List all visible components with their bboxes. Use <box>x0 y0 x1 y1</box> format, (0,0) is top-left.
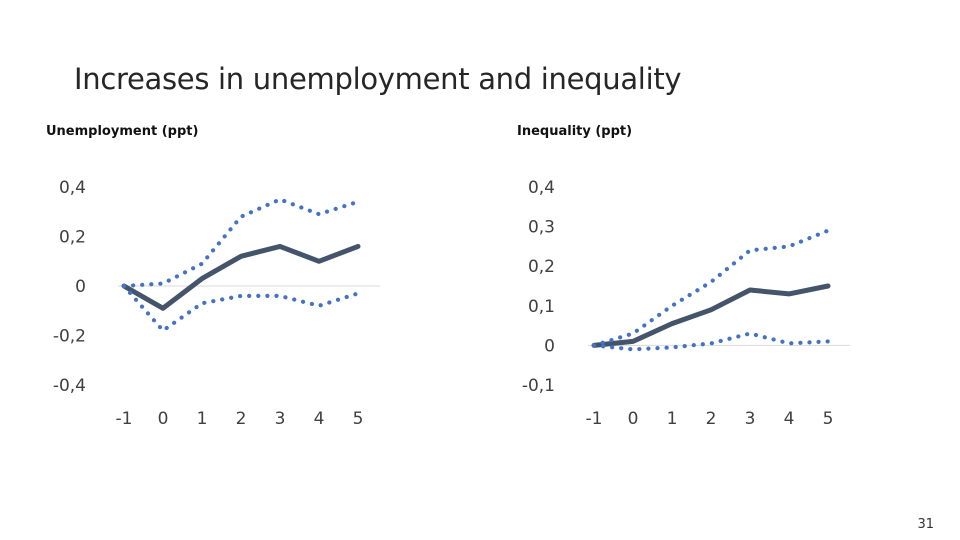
unemployment-x-tick-label: -1 <box>116 409 133 429</box>
inequality-x-tick-label: -1 <box>586 409 603 429</box>
inequality-x-tick-label: 0 <box>628 409 639 429</box>
unemployment-x-tick-label: 5 <box>353 409 364 429</box>
page-number: 31 <box>917 517 934 532</box>
unemployment-y-tick-label: 0,4 <box>59 178 86 198</box>
unemployment-x-tick-label: 2 <box>236 409 247 429</box>
unemployment-y-tick-label: 0 <box>75 277 86 297</box>
slide-title: Increases in unemployment and inequality <box>74 62 682 96</box>
inequality-y-tick-label: -0,1 <box>522 376 555 396</box>
unemployment-estimate-line <box>121 243 361 311</box>
inequality-y-tick-label: 0,2 <box>528 257 555 277</box>
inequality-x-tick-label: 5 <box>823 409 834 429</box>
inequality-x-tick-label: 1 <box>667 409 678 429</box>
inequality-x-tick-label: 4 <box>784 409 795 429</box>
inequality-y-tick-label: 0,3 <box>528 218 555 238</box>
inequality-x-tick-label: 2 <box>706 409 717 429</box>
unemployment-x-tick-label: 4 <box>314 409 325 429</box>
unemployment-lower-band-line <box>121 283 361 333</box>
inequality-estimate-line <box>591 283 831 348</box>
inequality-y-tick-label: 0,1 <box>528 297 555 317</box>
unemployment-y-tick-label: 0,2 <box>59 228 86 248</box>
unemployment-x-tick-label: 0 <box>158 409 169 429</box>
inequality-upper-band-line <box>591 228 831 348</box>
inequality-lower-band-line <box>591 331 831 352</box>
unemployment-y-tick-label: -0,4 <box>53 376 86 396</box>
unemployment-chart-title: Unemployment (ppt) <box>46 124 199 139</box>
inequality-chart-title: Inequality (ppt) <box>517 124 633 139</box>
inequality-y-tick-label: 0 <box>544 336 555 356</box>
inequality-x-tick-label: 3 <box>745 409 756 429</box>
unemployment-x-tick-label: 3 <box>275 409 286 429</box>
inequality-y-tick-label: 0,4 <box>528 178 555 198</box>
unemployment-upper-band-line <box>121 197 361 289</box>
unemployment-x-tick-label: 1 <box>197 409 208 429</box>
unemployment-y-tick-label: -0,2 <box>53 327 86 347</box>
